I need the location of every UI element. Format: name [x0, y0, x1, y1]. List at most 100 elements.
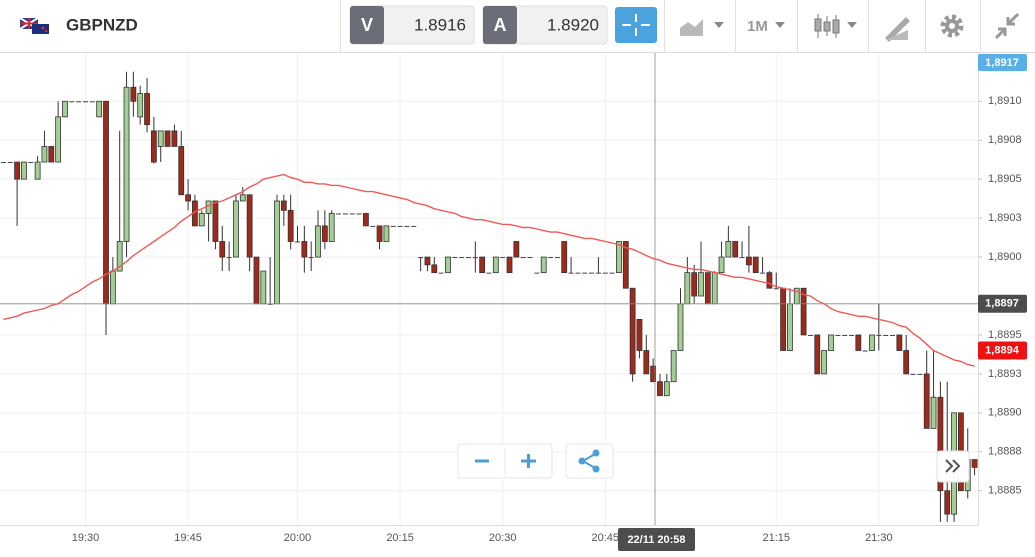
candle-body — [520, 257, 526, 259]
candle-body — [609, 272, 615, 274]
settings-button[interactable] — [940, 14, 964, 38]
candle-body — [431, 264, 438, 274]
candle-body — [390, 225, 396, 227]
current-price-tag — [978, 341, 1027, 360]
candle-body — [123, 86, 130, 242]
ask-tag — [483, 6, 517, 44]
candle-body — [69, 101, 75, 103]
candle-body — [144, 93, 150, 126]
candle-body — [835, 334, 841, 336]
candle-body — [486, 272, 492, 274]
crosshair-price-tag — [978, 294, 1027, 313]
candle-body — [930, 396, 937, 429]
candle-body — [198, 213, 205, 227]
candle-body — [711, 272, 718, 305]
crosshair-time: 22/11 20:58 — [627, 534, 685, 546]
current-price: 1,8894 — [985, 344, 1020, 356]
candle-body — [246, 194, 253, 258]
candle-body — [582, 272, 588, 274]
timeframe-button[interactable]: 1M — [747, 18, 785, 35]
candle-body — [274, 200, 280, 305]
candle-body — [28, 162, 34, 164]
candle-body — [356, 213, 362, 215]
candle-body — [732, 241, 739, 258]
candle-body — [239, 194, 246, 202]
candle-body — [718, 256, 725, 274]
candle-body — [643, 350, 650, 375]
candle-body — [445, 256, 451, 274]
moving-average — [3, 173, 975, 367]
candle-body — [137, 93, 144, 118]
plot-background — [0, 53, 1035, 557]
candle-body — [821, 350, 828, 375]
candle-body — [315, 225, 321, 258]
candle-body — [862, 350, 868, 352]
candle-body — [896, 334, 903, 351]
candle-body — [506, 256, 513, 274]
candle-body — [773, 288, 779, 290]
candle-body — [0, 162, 6, 164]
candle-body — [253, 256, 260, 305]
candle-body — [150, 130, 157, 163]
y-tick-label: 1,8905 — [988, 173, 1022, 185]
share-button[interactable] — [565, 443, 614, 479]
candle-body — [903, 350, 910, 375]
candle-body — [82, 101, 88, 103]
candle-body — [663, 381, 670, 397]
y-tick-label: 1,8888 — [988, 446, 1022, 458]
candle-body — [876, 334, 882, 336]
candle-body — [684, 272, 691, 305]
candle-body — [807, 334, 813, 336]
candle-body — [96, 100, 103, 118]
candle-body — [527, 257, 533, 259]
x-tick-label: 21:15 — [762, 532, 790, 544]
candle-body — [691, 272, 698, 297]
candle-body — [130, 86, 137, 102]
candle-body — [739, 257, 745, 259]
candle-body — [171, 130, 178, 147]
candle-body — [890, 334, 896, 336]
candle-body — [622, 241, 629, 289]
zoom-in[interactable] — [521, 454, 536, 468]
candle-body — [164, 130, 171, 147]
candle-style-button[interactable] — [814, 14, 857, 38]
candle-body — [383, 225, 390, 242]
candle-body — [479, 256, 486, 274]
candle-body — [568, 272, 574, 274]
candle-body — [424, 256, 431, 266]
x-tick-label: 20:00 — [284, 532, 312, 544]
candle-body — [780, 287, 786, 351]
candle-body — [328, 213, 335, 242]
candle-body — [787, 303, 793, 351]
chart-type-button[interactable] — [680, 19, 724, 36]
candle-body — [500, 257, 506, 259]
candle-body — [704, 272, 711, 305]
candle-body — [944, 490, 951, 515]
candle-body — [595, 272, 601, 274]
x-tick-label: 20:15 — [386, 532, 414, 544]
candle-body — [766, 272, 773, 289]
crosshair-button[interactable] — [615, 7, 657, 43]
candle-body — [725, 241, 732, 258]
candle-body — [657, 381, 663, 397]
candle-body — [376, 225, 383, 242]
candle-body — [14, 161, 20, 180]
y-tick-label: 1,8900 — [988, 251, 1022, 263]
candle-body — [233, 200, 239, 258]
scroll-end-button[interactable] — [936, 450, 970, 483]
candle-body — [616, 241, 622, 274]
collapse-button[interactable] — [994, 12, 1020, 40]
flag-icon — [19, 17, 49, 34]
candle-body — [602, 272, 608, 274]
candle-body — [418, 257, 424, 259]
candle-body — [917, 373, 923, 375]
draw-tool-button[interactable] — [885, 17, 910, 42]
candle-body — [561, 241, 568, 274]
candle-body — [321, 225, 328, 242]
candle-body — [677, 303, 684, 351]
candle-body — [513, 241, 520, 258]
candle-body — [828, 334, 834, 351]
candle-body — [800, 287, 807, 336]
candle-body — [76, 101, 82, 103]
